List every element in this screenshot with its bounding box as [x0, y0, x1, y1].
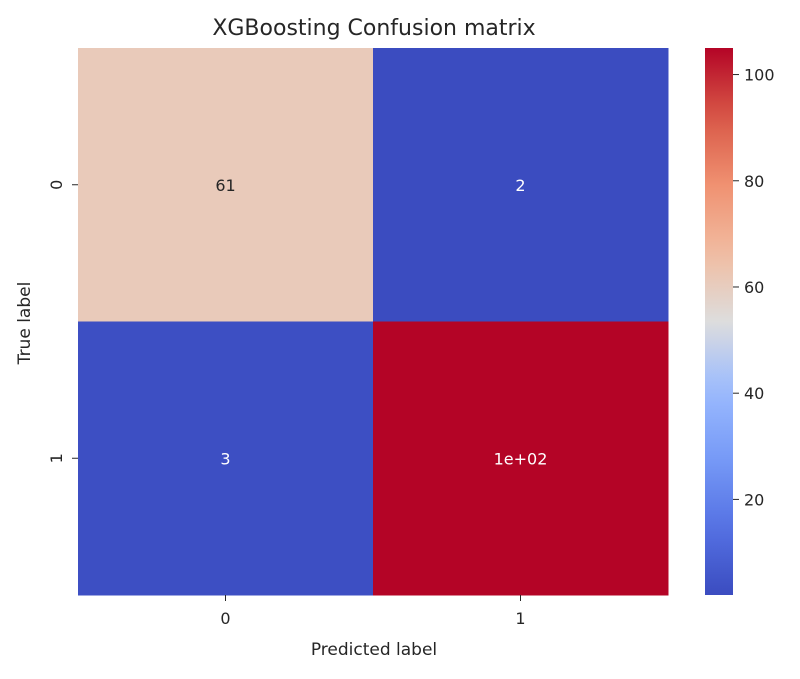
colorbar-tick-label: 60: [744, 278, 764, 297]
colorbar-gradient: [705, 48, 733, 595]
cell-annotation: 3: [220, 449, 230, 468]
colorbar-tick-label: 80: [744, 172, 764, 191]
colorbar-tick-label: 20: [744, 490, 764, 509]
heatmap-cell: [373, 48, 669, 322]
heatmap-cell: [373, 321, 669, 596]
heatmap-cell: [78, 321, 374, 596]
colorbar-tick-label: 100: [744, 66, 775, 85]
colorbar-tick-label: 40: [744, 384, 764, 403]
y-axis-ticks: 01: [47, 180, 78, 463]
colorbar: 20 40 60 80 100: [705, 48, 775, 595]
x-tick-label: 1: [515, 609, 525, 628]
cell-annotations: 61 2 3 1e+02: [215, 176, 547, 469]
y-axis-label: True label: [15, 282, 35, 366]
chart-title: XGBoosting Confusion matrix: [212, 16, 535, 41]
cell-annotation: 2: [515, 176, 525, 195]
y-tick-label: 0: [47, 180, 66, 190]
cell-annotation: 61: [215, 176, 235, 195]
heatmap-cell: [78, 48, 374, 322]
cell-annotation: 1e+02: [494, 449, 548, 468]
x-tick-label: 0: [220, 609, 230, 628]
x-axis-label: Predicted label: [311, 640, 437, 660]
y-tick-label: 1: [47, 453, 66, 463]
heatmap-cells: [78, 48, 669, 596]
